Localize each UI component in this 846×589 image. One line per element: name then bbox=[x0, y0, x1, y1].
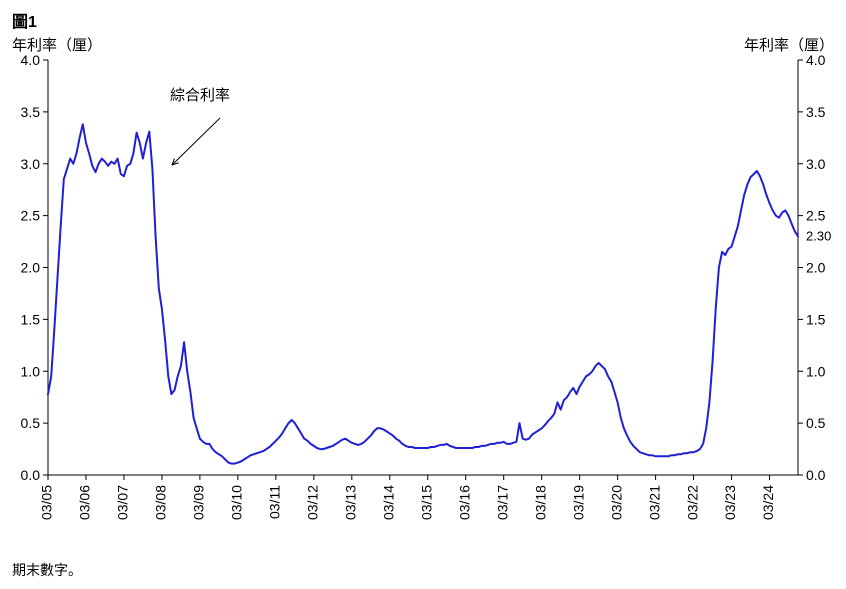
svg-text:03/14: 03/14 bbox=[380, 485, 396, 520]
svg-text:03/16: 03/16 bbox=[456, 485, 472, 520]
svg-text:3.0: 3.0 bbox=[21, 156, 41, 172]
svg-text:03/20: 03/20 bbox=[608, 485, 624, 520]
svg-text:0.5: 0.5 bbox=[806, 415, 826, 431]
svg-text:03/19: 03/19 bbox=[570, 485, 586, 520]
svg-text:03/09: 03/09 bbox=[191, 485, 207, 520]
svg-text:2.5: 2.5 bbox=[806, 208, 826, 224]
svg-text:03/12: 03/12 bbox=[305, 485, 321, 520]
figure-footnote: 期末數字。 bbox=[12, 560, 82, 580]
svg-text:0.5: 0.5 bbox=[21, 415, 41, 431]
svg-text:1.5: 1.5 bbox=[806, 311, 826, 327]
svg-text:03/18: 03/18 bbox=[532, 485, 548, 520]
series-annotation-label: 綜合利率 bbox=[170, 87, 230, 104]
svg-text:3.5: 3.5 bbox=[21, 104, 41, 120]
svg-text:03/21: 03/21 bbox=[646, 485, 662, 520]
svg-text:0.0: 0.0 bbox=[806, 467, 826, 483]
line-chart: 0.0 0.0 0.5 0.5 1.0 1.0 1.5 1.5 2.0 2.0 2.5 2.5 3.0 3… bbox=[0, 0, 846, 589]
svg-text:03/17: 03/17 bbox=[494, 485, 510, 520]
svg-text:03/24: 03/24 bbox=[760, 485, 776, 520]
svg-text:03/08: 03/08 bbox=[153, 485, 169, 520]
end-value-label: 2.30 bbox=[806, 228, 831, 243]
svg-text:4.0: 4.0 bbox=[806, 52, 826, 68]
svg-text:03/07: 03/07 bbox=[115, 485, 131, 520]
svg-text:03/06: 03/06 bbox=[77, 485, 93, 520]
svg-text:1.0: 1.0 bbox=[806, 363, 826, 379]
svg-text:03/10: 03/10 bbox=[229, 485, 245, 520]
composite-rate-line bbox=[48, 124, 798, 463]
svg-text:0.0: 0.0 bbox=[21, 467, 41, 483]
svg-text:3.0: 3.0 bbox=[806, 156, 826, 172]
svg-text:03/15: 03/15 bbox=[418, 485, 434, 520]
svg-text:2.0: 2.0 bbox=[21, 260, 41, 276]
figure-1: 圖1 年利率（厘） 年利率（厘） 0.00.00.50.51.01.01.51.… bbox=[0, 0, 846, 589]
svg-text:1.0: 1.0 bbox=[21, 363, 41, 379]
svg-text:03/13: 03/13 bbox=[343, 485, 359, 520]
svg-text:2.5: 2.5 bbox=[21, 208, 41, 224]
svg-text:4.0: 4.0 bbox=[21, 52, 41, 68]
svg-text:3.5: 3.5 bbox=[806, 104, 826, 120]
svg-text:03/05: 03/05 bbox=[39, 485, 55, 520]
svg-text:03/23: 03/23 bbox=[722, 485, 738, 520]
svg-text:1.5: 1.5 bbox=[21, 311, 41, 327]
annotation-arrow bbox=[172, 118, 220, 165]
svg-text:03/22: 03/22 bbox=[684, 485, 700, 520]
svg-text:2.0: 2.0 bbox=[806, 260, 826, 276]
svg-text:03/11: 03/11 bbox=[267, 485, 283, 519]
